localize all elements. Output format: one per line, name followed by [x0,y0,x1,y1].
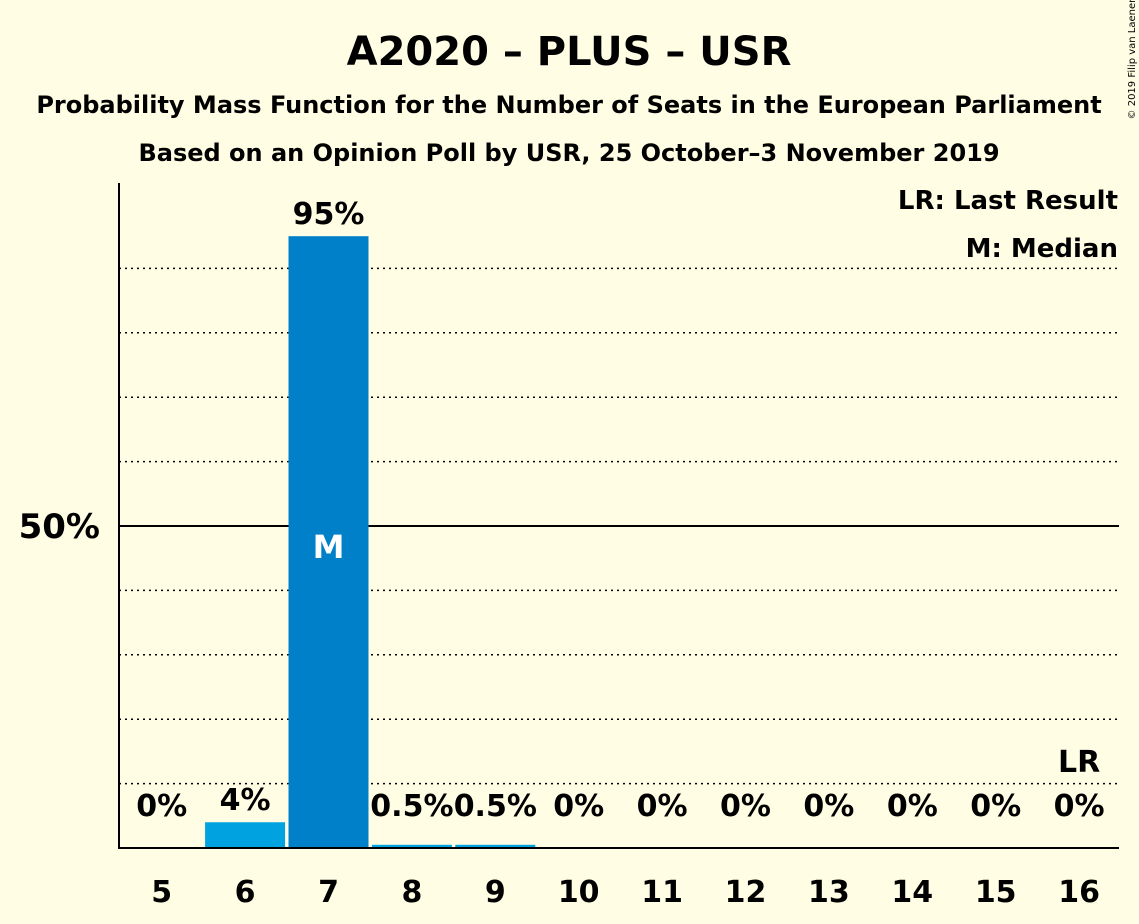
value-label-8: 0.5% [370,789,453,824]
x-tick-15: 15 [975,875,1017,910]
value-label-13: 0% [803,789,854,824]
value-label-9: 0.5% [454,789,537,824]
value-label-6: 4% [220,783,271,818]
value-label-16: 0% [1054,789,1105,824]
x-tick-9: 9 [485,875,506,910]
value-label-12: 0% [720,789,771,824]
x-tick-labels: 5 6 7 8 9 10 11 12 13 14 15 16 [151,875,1100,910]
copyright-text: © 2019 Filip van Laenen [1127,0,1138,119]
y-tick-label-50: 50% [19,507,100,547]
x-tick-5: 5 [151,875,172,910]
value-label-15: 0% [970,789,1021,824]
chart-title: A2020 – PLUS – USR [347,29,792,75]
legend-median: M: Median [966,234,1118,264]
gridlines [119,267,1119,785]
bar-8 [371,844,452,848]
value-label-14: 0% [887,789,938,824]
x-tick-10: 10 [558,875,600,910]
bar-7 [288,236,369,848]
last-result-marker: LR [1058,745,1100,780]
x-tick-8: 8 [401,875,422,910]
value-labels: 0% 4% 95% M 0.5% 0.5% 0% 0% 0% 0% 0% 0% 0% LR [136,197,1104,824]
x-tick-12: 12 [725,875,767,910]
x-tick-6: 6 [235,875,256,910]
chart-subtitle-poll: Based on an Opinion Poll by USR, 25 Octo… [138,139,999,167]
x-tick-7: 7 [318,875,339,910]
value-label-10: 0% [553,789,604,824]
value-label-5: 0% [136,789,187,824]
value-label-11: 0% [637,789,688,824]
legend-last-result: LR: Last Result [898,186,1118,216]
value-label-7: 95% [293,197,365,232]
x-tick-13: 13 [808,875,850,910]
bar-9 [455,844,536,848]
median-marker: M [313,528,345,566]
x-tick-11: 11 [641,875,683,910]
chart-subtitle: Probability Mass Function for the Number… [36,91,1101,119]
bar-6 [205,822,286,848]
bars [205,236,536,848]
x-tick-16: 16 [1058,875,1100,910]
x-tick-14: 14 [891,875,933,910]
